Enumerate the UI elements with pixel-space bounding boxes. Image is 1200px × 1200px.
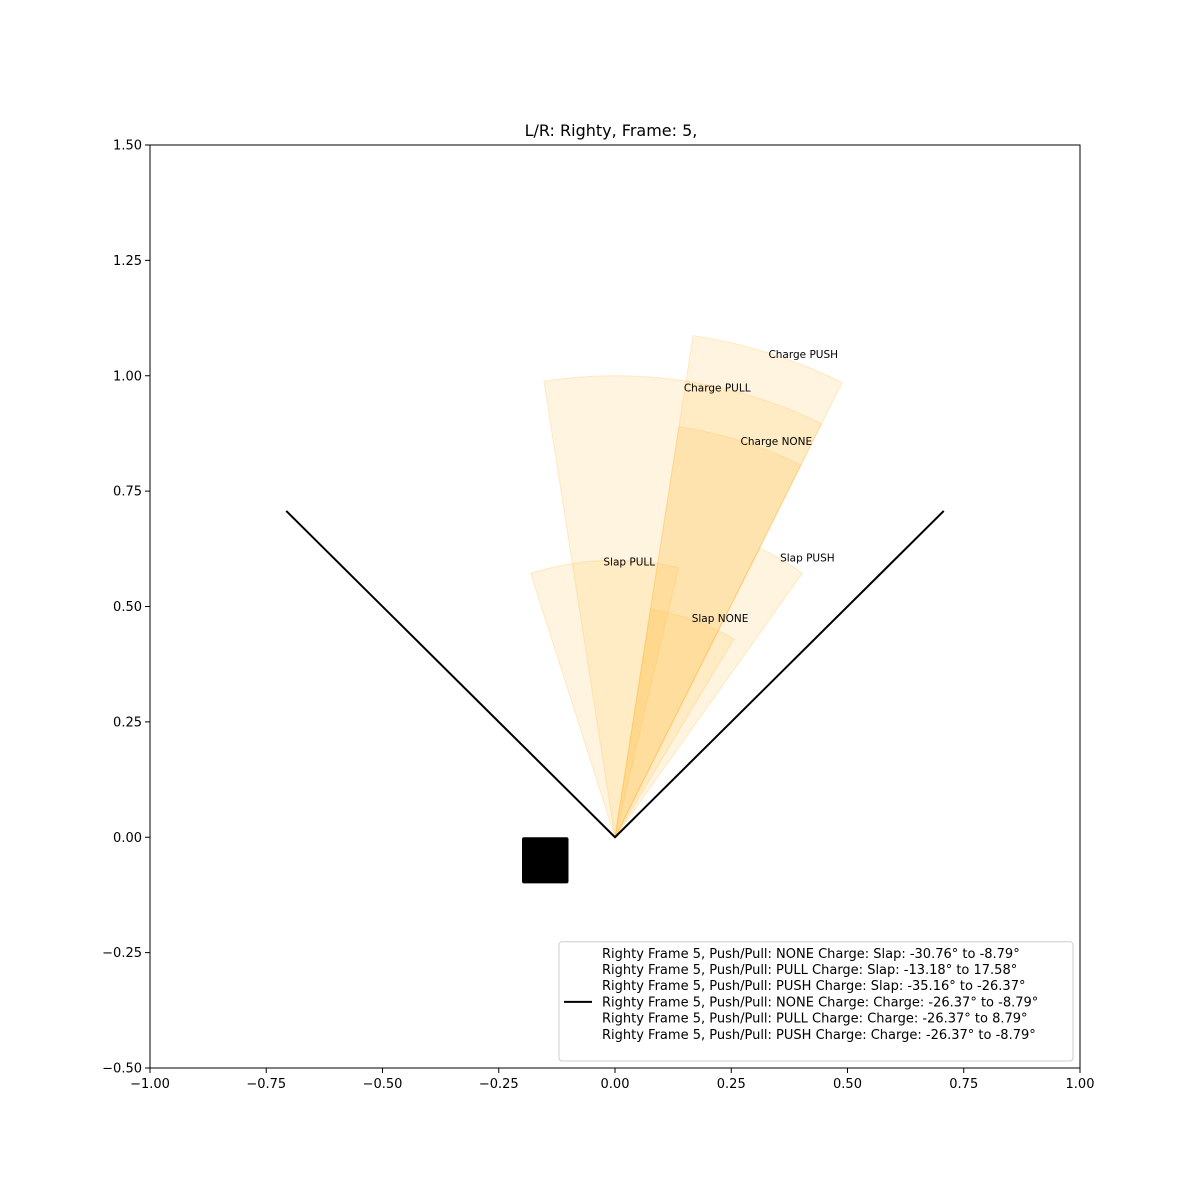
x-tick-label: −1.00 (130, 1077, 170, 1092)
legend: Righty Frame 5, Push/Pull: NONE Charge: … (558, 941, 1074, 1062)
marker-square (522, 837, 569, 884)
x-tick-label: 0.25 (717, 1077, 746, 1092)
x-tick-label: −0.25 (479, 1077, 519, 1092)
x-tick-label: −0.75 (246, 1077, 286, 1092)
y-tick-label: 1.25 (113, 254, 142, 269)
plot-area: Slap NONE Slap PULL Slap PUSH Charge NONE Ch… (285, 334, 945, 884)
boundary-lines (285, 510, 945, 839)
y-tick-label: −0.25 (102, 946, 142, 961)
x-tick-label: 0.00 (601, 1077, 630, 1092)
legend-entry: Righty Frame 5, Push/Pull: PUSH Charge: … (602, 1028, 1036, 1043)
wedge-charge-push (614, 334, 843, 838)
wedge-label: Slap PULL (603, 556, 655, 568)
wedge-label: Slap NONE (692, 613, 749, 625)
x-tick-label: 0.75 (949, 1077, 978, 1092)
legend-entry: Righty Frame 5, Push/Pull: PUSH Charge: … (602, 979, 1025, 994)
wedge-slap-none (614, 608, 735, 838)
wedge-charge-pull (543, 375, 823, 839)
wedge-label: Charge NONE (741, 436, 813, 448)
axes-frame (149, 144, 1081, 1069)
y-tick-label: −0.50 (102, 1062, 142, 1077)
chart-title: L/R: Righty, Frame: 5, (525, 121, 698, 140)
wedge-slap-pull (530, 559, 680, 840)
y-tick-label: 0.50 (113, 600, 142, 615)
wedge-charge-none (614, 426, 802, 838)
wedge-slap-push (614, 547, 804, 838)
wedge-label: Charge PULL (684, 382, 751, 394)
legend-box (558, 941, 1074, 1062)
wedge-label: Slap PUSH (780, 553, 835, 565)
x-tick-label: −0.50 (363, 1077, 403, 1092)
y-tick-label: 1.00 (113, 369, 142, 384)
x-tick-label: 0.50 (833, 1077, 862, 1092)
legend-entry: Righty Frame 5, Push/Pull: NONE Charge: … (602, 947, 1020, 962)
x-tick-label: 1.00 (1066, 1077, 1095, 1092)
legend-entry: Righty Frame 5, Push/Pull: PULL Charge: … (602, 963, 1017, 978)
y-tick-label: 1.50 (113, 139, 142, 154)
y-tick-label: 0.25 (113, 715, 142, 730)
y-tick-label: 0.00 (113, 831, 142, 846)
y-tick-label: 0.75 (113, 485, 142, 500)
legend-entry: Righty Frame 5, Push/Pull: PULL Charge: … (602, 1012, 1028, 1027)
legend-entry: Righty Frame 5, Push/Pull: NONE Charge: … (602, 995, 1038, 1010)
axes: −1.00 −0.75 −0.50 −0.25 0.00 0.25 0.50 0.75 1.00… (102, 139, 1094, 1093)
wedge-label: Charge PUSH (768, 349, 838, 361)
